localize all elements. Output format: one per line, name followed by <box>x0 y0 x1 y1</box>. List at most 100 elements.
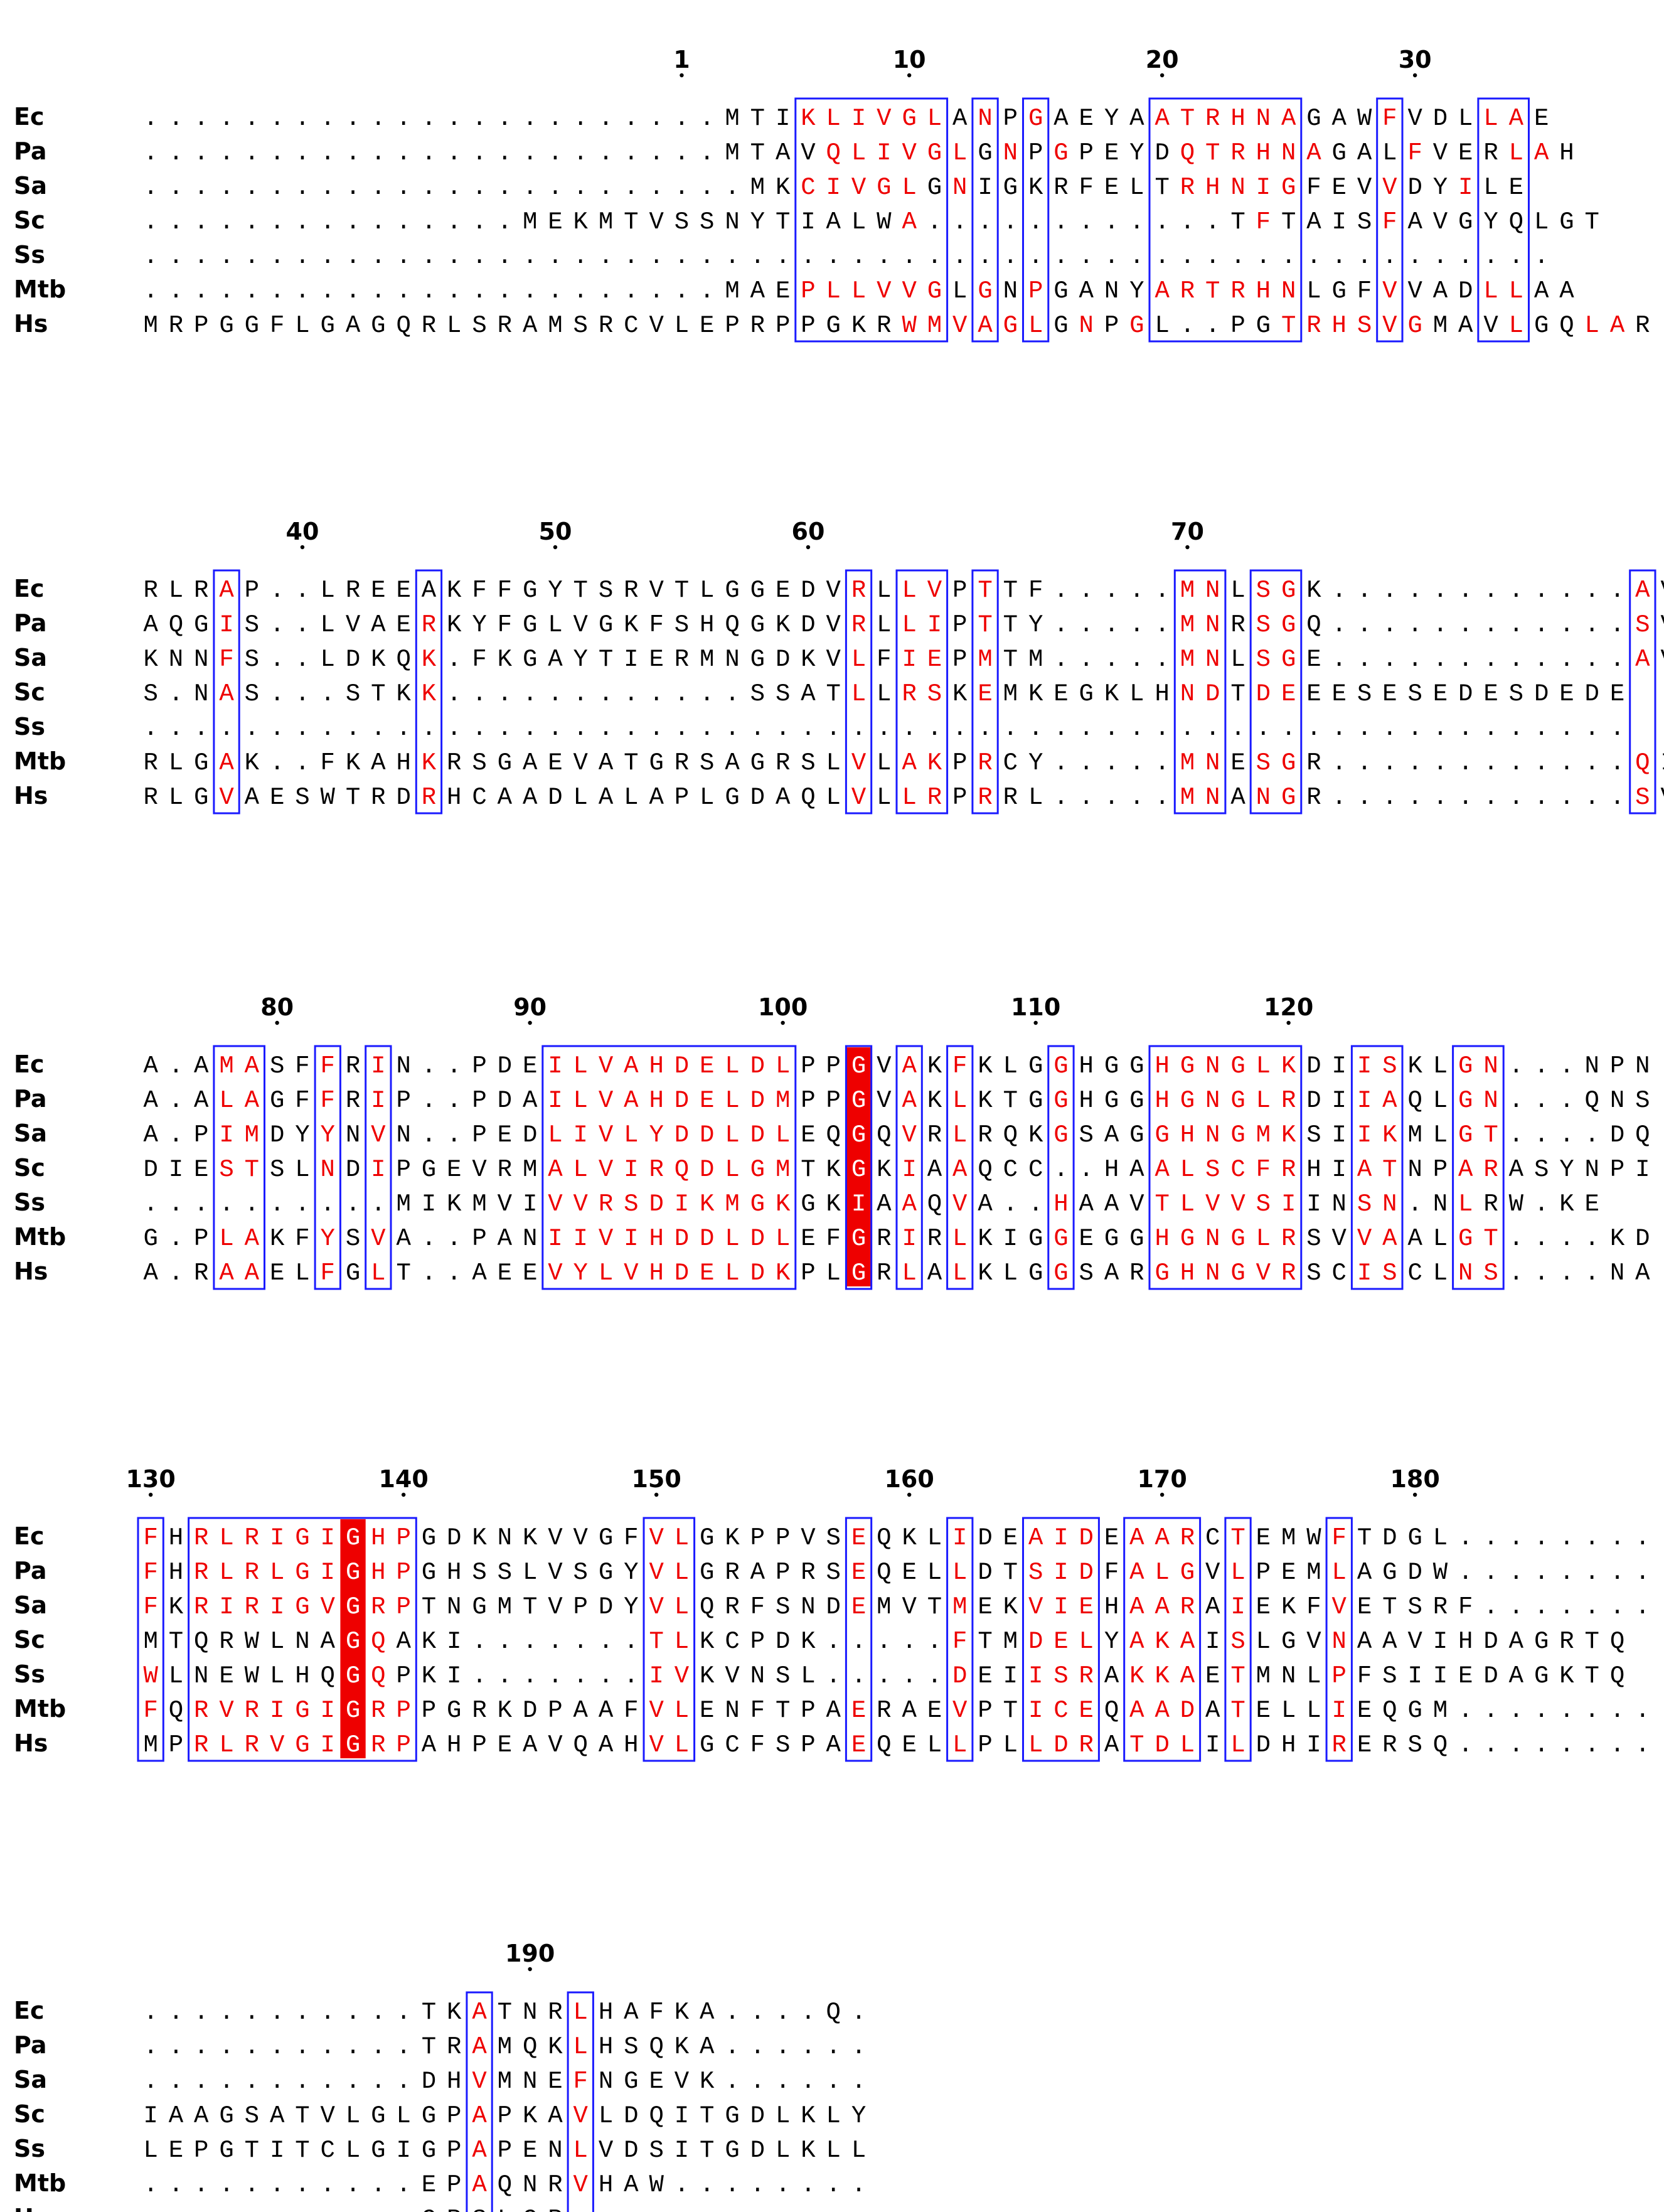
similarity-box <box>1452 1045 1505 1290</box>
position-number: 1 <box>673 46 690 73</box>
similarity-box <box>1477 97 1530 343</box>
species-label: Hs <box>14 1729 48 1757</box>
species-label: Hs <box>14 2204 48 2212</box>
similarity-box <box>415 569 443 815</box>
similarity-box <box>567 1991 594 2212</box>
similarity-box <box>188 1517 417 1762</box>
species-label: Sc <box>14 2100 45 2128</box>
position-dot <box>528 1020 532 1025</box>
alignment-block-5: 190 Ec ........... T K A T N R L H A F K A.... Q . Pa....… <box>14 1940 866 2212</box>
identical-column-fill <box>846 1047 872 1286</box>
similarity-box <box>1047 1045 1075 1290</box>
position-dot <box>528 1967 532 1972</box>
similarity-box <box>541 1045 797 1290</box>
species-label: Pa <box>14 137 46 165</box>
similarity-box <box>1022 1517 1100 1762</box>
position-number: 40 <box>286 518 319 545</box>
position-dot <box>806 545 811 550</box>
species-label: Ec <box>14 1997 44 2024</box>
species-label: Ss <box>14 1660 45 1688</box>
species-label: Sa <box>14 644 47 671</box>
position-number: 90 <box>513 993 547 1021</box>
position-dot <box>1185 545 1190 550</box>
species-label: Sa <box>14 2066 47 2093</box>
similarity-box <box>314 1045 341 1290</box>
species-label: Pa <box>14 1557 46 1584</box>
similarity-box <box>946 1045 974 1290</box>
species-label: Hs <box>14 1258 48 1285</box>
position-number: 110 <box>1011 993 1060 1021</box>
position-number: 10 <box>893 46 926 73</box>
position-number: 140 <box>378 1465 428 1493</box>
similarity-box <box>1224 1517 1252 1762</box>
species-label: Ec <box>14 575 44 602</box>
species-label: Ec <box>14 1050 44 1078</box>
similarity-box <box>643 1517 696 1762</box>
species-label: Pa <box>14 2031 46 2059</box>
sequence-row: ...........GPSLGP............ <box>143 2206 866 2212</box>
similarity-box <box>1148 97 1303 343</box>
similarity-box <box>1325 1517 1353 1762</box>
position-number: 50 <box>539 518 572 545</box>
position-dot <box>907 73 912 78</box>
position-number: 130 <box>125 1465 175 1493</box>
species-label: Ec <box>14 103 44 131</box>
position-dot <box>654 1492 659 1497</box>
species-label: Sc <box>14 1626 45 1654</box>
alignment-block-3: 80 90 100 110 120 Ec A. A M A S F F R I N.. P D E I L V A H D E L D… <box>14 993 1650 1290</box>
similarity-box <box>1173 569 1227 815</box>
position-dot <box>781 1020 785 1025</box>
similarity-box <box>365 1045 392 1290</box>
position-dot <box>1033 1020 1038 1025</box>
species-label: Ss <box>14 713 45 740</box>
position-dot <box>148 1492 153 1497</box>
position-number: 20 <box>1146 46 1179 73</box>
alignment-block-1: 1 10 20 30 Ec ....................... M T I K L I V G… <box>14 46 1650 343</box>
sequence-row: ........................................… <box>143 243 1549 270</box>
position-dot <box>907 1492 912 1497</box>
species-label: Mtb <box>14 1223 66 1251</box>
similarity-box <box>1350 1045 1404 1290</box>
similarity-box <box>1123 1517 1202 1762</box>
alignment-block-2: 40 50 60 70 Ec R L R A P.. L R E E A K F F G Y T S R V T L G G E D V R L… <box>14 518 1664 815</box>
similarity-box <box>971 97 999 343</box>
species-label: Mtb <box>14 275 66 303</box>
identical-column-fill <box>340 1519 366 1758</box>
position-number: 70 <box>1171 518 1204 545</box>
sequence-row: ........................................… <box>143 715 1624 742</box>
species-label: Pa <box>14 609 46 637</box>
position-number: 190 <box>505 1940 555 1967</box>
similarity-box <box>137 1517 164 1762</box>
similarity-box <box>466 1991 493 2212</box>
similarity-box <box>794 97 949 343</box>
similarity-box <box>1376 97 1404 343</box>
position-number: 180 <box>1390 1465 1439 1493</box>
position-number: 170 <box>1137 1465 1187 1493</box>
species-label: Mtb <box>14 1695 66 1723</box>
species-label: Hs <box>14 310 48 338</box>
species-label: Sa <box>14 172 47 200</box>
similarity-box <box>971 569 999 815</box>
similarity-box <box>1022 97 1050 343</box>
position-number: 150 <box>631 1465 681 1493</box>
position-dot <box>300 545 305 550</box>
